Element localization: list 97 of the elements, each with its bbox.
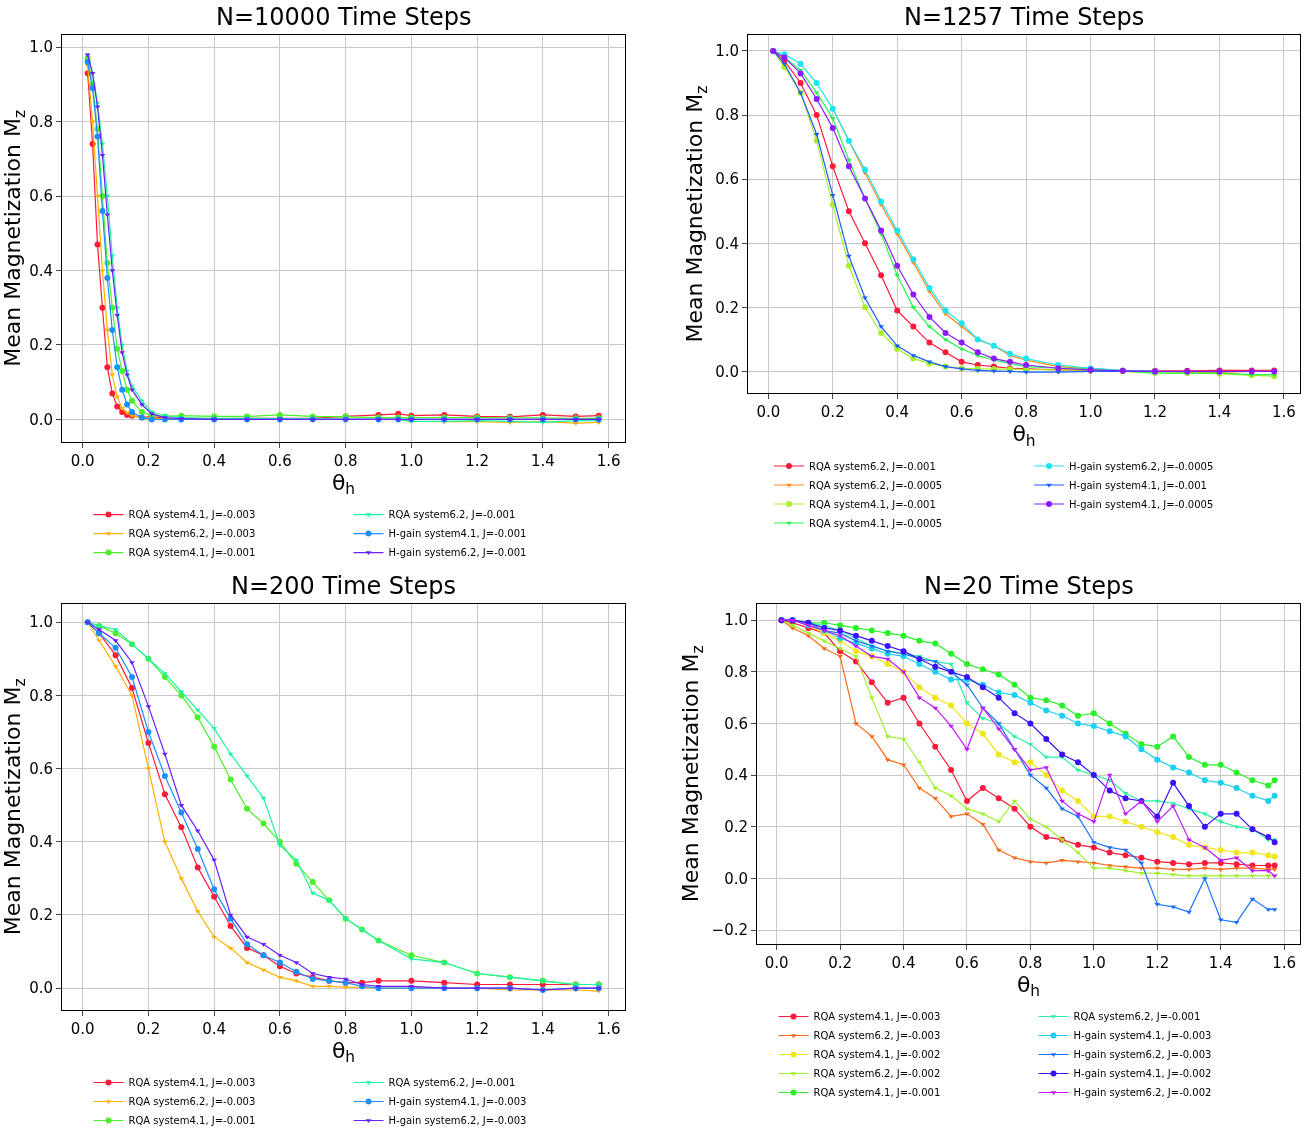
x-tick-label: 0.4 [202,451,227,470]
x-tick-label: 0.6 [955,953,979,972]
chart-title: N=200 Time Steps [231,572,457,600]
y-tick-label: 0.4 [29,833,53,852]
x-tick-label: 0.8 [333,1019,358,1038]
x-tick-label: 1.0 [399,451,424,470]
x-tick-label: 1.4 [1207,403,1232,422]
x-tick-label: 1.6 [1272,953,1297,972]
y-tick-label: 1.0 [724,611,748,630]
x-tick-label: 0.2 [136,1019,161,1038]
x-tick-label: 0.6 [949,403,974,422]
y-tick-label: 1.0 [29,613,53,632]
legend-label: RQA system6.2, J=-0.001 [388,1077,516,1089]
y-tick-label: 0.6 [724,714,748,733]
x-tick-label: 0.0 [70,1019,95,1038]
y-tick-label: −0.2 [711,921,748,940]
legend-label: H-gain system4.1, J=-0.001 [388,528,527,540]
x-tick-label: 0.8 [1018,953,1043,972]
y-tick-label: 1.0 [715,42,739,61]
legend-label: H-gain system4.1, J=-0.003 [388,1096,527,1108]
chart-title: N=10000 Time Steps [216,3,472,31]
x-tick-label: 1.2 [465,451,490,470]
x-tick-label: 0.4 [202,1019,227,1038]
x-tick-label: 0.0 [756,403,781,422]
y-tick-label: 0.2 [715,298,739,317]
x-tick-label: 1.2 [1143,403,1167,422]
y-tick-label: 0.6 [29,759,53,778]
chart-title: N=20 Time Steps [924,572,1134,600]
legend-label: H-gain system4.1, J=-0.002 [1073,1068,1212,1080]
x-axis-title: θ$_{h}$ [331,1037,356,1067]
x-tick-label: 0.2 [828,953,853,972]
x-tick-label: 1.6 [1271,403,1296,422]
legend-label: RQA system4.1, J=-0.003 [813,1011,941,1023]
y-tick-label: 0.8 [29,686,53,705]
x-tick-label: 0.8 [1014,403,1039,422]
x-axis-title: θ$_{h}$ [1012,421,1036,450]
chart-title: N=1257 Time Steps [904,3,1145,31]
legend-label: RQA system6.2, J=-0.003 [128,528,256,540]
legend-label: RQA system6.2, J=-0.001 [809,460,936,472]
x-tick-label: 0.4 [891,953,916,972]
legend-label: RQA system6.2, J=-0.001 [388,509,516,521]
legend-label: RQA system6.2, J=-0.0005 [809,479,943,491]
x-tick-label: 1.4 [1208,953,1233,972]
x-axis-title: θ$_{h}$ [331,469,356,499]
x-axis-title: θ$_{h}$ [1016,971,1041,1001]
legend-label: RQA system4.1, J=-0.001 [128,1115,256,1127]
legend-label: RQA system6.2, J=-0.001 [1073,1011,1201,1023]
x-tick-label: 1.4 [530,1019,555,1038]
x-tick-label: 1.6 [596,451,621,470]
legend-label: H-gain system6.2, J=-0.0005 [1069,460,1214,472]
legend-label: H-gain system4.1, J=-0.0005 [1069,498,1214,510]
y-tick-label: 0.6 [715,170,739,189]
legend-label: RQA system6.2, J=-0.003 [813,1030,941,1042]
y-tick-label: 0.2 [29,906,53,925]
legend-label: H-gain system6.2, J=-0.003 [388,1115,527,1127]
x-tick-label: 1.0 [1081,953,1106,972]
legend-label: RQA system4.1, J=-0.001 [813,1087,941,1099]
legend-label: RQA system6.2, J=-0.002 [813,1068,941,1080]
x-tick-label: 0.0 [764,953,789,972]
legend-label: RQA system4.1, J=-0.003 [128,1077,256,1089]
legend-label: RQA system4.1, J=-0.001 [128,547,256,559]
x-tick-label: 0.8 [333,451,358,470]
x-tick-label: 0.4 [885,403,910,422]
x-tick-label: 1.2 [465,1019,490,1038]
legend-label: H-gain system6.2, J=-0.001 [388,547,527,559]
y-tick-label: 0.0 [724,869,748,888]
legend-label: RQA system4.1, J=-0.002 [813,1049,941,1061]
y-tick-label: 0.4 [715,234,739,253]
x-tick-label: 1.6 [596,1019,621,1038]
legend-label: H-gain system6.2, J=-0.003 [1073,1049,1212,1061]
legend-label: RQA system4.1, J=-0.001 [809,498,936,510]
y-tick-label: 0.4 [724,766,748,785]
x-tick-label: 1.4 [530,451,555,470]
y-tick-label: 0.0 [715,362,739,381]
x-tick-label: 0.0 [70,451,95,470]
x-tick-label: 0.6 [267,451,292,470]
y-tick-label: 0.8 [715,106,739,125]
legend-label: H-gain system4.1, J=-0.001 [1069,479,1207,491]
legend-label: RQA system6.2, J=-0.003 [128,1096,256,1108]
y-tick-label: 0.0 [29,979,53,998]
y-tick-label: 0.8 [29,112,53,131]
x-tick-label: 0.6 [267,1019,292,1038]
legend-label: H-gain system4.1, J=-0.003 [1073,1030,1212,1042]
y-tick-label: 0.6 [29,187,53,206]
y-tick-label: 0.2 [724,818,748,837]
x-tick-label: 1.2 [1145,953,1170,972]
legend-label: H-gain system6.2, J=-0.002 [1073,1087,1212,1099]
legend-label: RQA system4.1, J=-0.0005 [809,517,943,529]
y-tick-label: 1.0 [29,38,53,57]
x-tick-label: 1.0 [399,1019,424,1038]
y-tick-label: 0.4 [29,261,53,280]
y-tick-label: 0.2 [29,336,53,355]
y-tick-label: 0.8 [724,663,748,682]
legend-label: RQA system4.1, J=-0.003 [128,509,256,521]
x-tick-label: 1.0 [1078,403,1103,422]
x-tick-label: 0.2 [136,451,161,470]
x-tick-label: 0.2 [820,403,845,422]
